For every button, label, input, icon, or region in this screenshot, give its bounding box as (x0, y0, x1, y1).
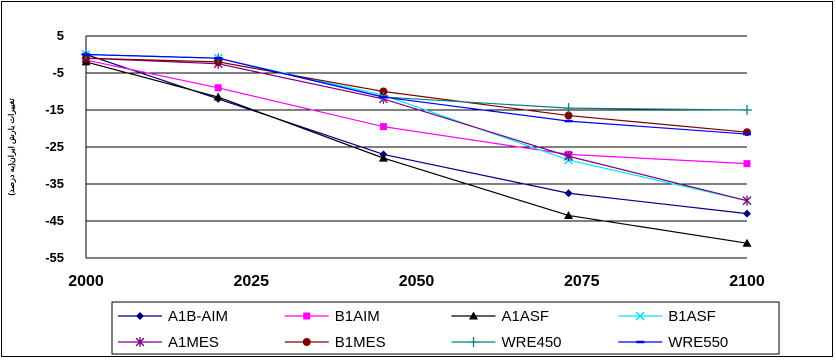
legend-label-wre450: WRE450 (502, 334, 562, 351)
series-line-a1b-aim (85, 53, 748, 215)
legend-marker-b1asf (635, 311, 645, 321)
x-tick-label: 2050 (399, 273, 435, 290)
y-tick-label: -25 (45, 139, 64, 154)
x-tick-label: 2000 (68, 273, 104, 290)
legend-marker-a1b-aim (136, 312, 144, 320)
legend-label-b1asf: B1ASF (668, 308, 716, 325)
legend-label-a1mes: A1MES (168, 334, 219, 351)
data-point-a1asf (564, 210, 574, 219)
y-tick-label: -45 (45, 213, 64, 228)
legend-label-b1mes: B1MES (335, 334, 386, 351)
data-point-a1asf (742, 238, 752, 247)
legend-marker-wre450 (468, 337, 479, 347)
legend: A1B-AIM B1AIM A1ASF B1ASF A1MES B1MES WRE450 WR… (111, 301, 780, 355)
data-point-wre450 (742, 105, 752, 115)
series-line-b1mes (85, 57, 748, 133)
data-point-a1b-aim (564, 189, 573, 198)
data-point-wre450 (563, 103, 574, 114)
data-point-a1b-aim (743, 209, 751, 218)
legend-marker-a1mes (135, 337, 145, 347)
series-line-a1asf (85, 61, 748, 244)
data-point-b1aim (379, 123, 387, 131)
legend-label-a1asf: A1ASF (502, 308, 550, 325)
legend-label-b1aim: B1AIM (335, 308, 380, 325)
legend-label-a1b-aim: A1B-AIM (168, 308, 228, 325)
legend-label-wre550: WRE550 (668, 334, 728, 351)
data-point-a1asf (213, 92, 223, 101)
y-tick-label: -35 (45, 176, 64, 191)
legend-marker-b1aim (303, 312, 311, 320)
x-tick-label: 2025 (233, 273, 269, 290)
series-line-b1asf (85, 53, 748, 202)
y-tick-label: -5 (52, 65, 64, 80)
series-line-a1mes (85, 57, 748, 202)
data-point-b1aim (743, 160, 751, 168)
y-tick-label: -55 (45, 250, 64, 265)
data-point-a1asf (378, 153, 388, 162)
legend-marker-b1mes (302, 338, 311, 346)
plot-area: 5 -5 -15 -25 -35 -45 -55 2000 2025 2050 2075 2100 تغ… (7, 28, 765, 290)
series-line-b1aim (85, 59, 748, 165)
data-point-b1mes (379, 87, 388, 96)
legend-marker-a1asf (469, 311, 478, 320)
data-point-b1mes (564, 111, 573, 120)
legend-box (111, 301, 780, 355)
data-point-b1aim (214, 84, 222, 92)
y-tick-label: 5 (57, 28, 64, 43)
data-point-a1mes (742, 195, 752, 206)
data-point-a1mes (564, 151, 573, 162)
series-line-wre550 (85, 53, 748, 135)
x-tick-label: 2100 (729, 273, 765, 290)
x-tick-label: 2075 (564, 273, 600, 290)
y-tick-label: -15 (45, 102, 64, 117)
y-axis-title: تغییرات بارش ایران(به درصد) (7, 98, 17, 196)
